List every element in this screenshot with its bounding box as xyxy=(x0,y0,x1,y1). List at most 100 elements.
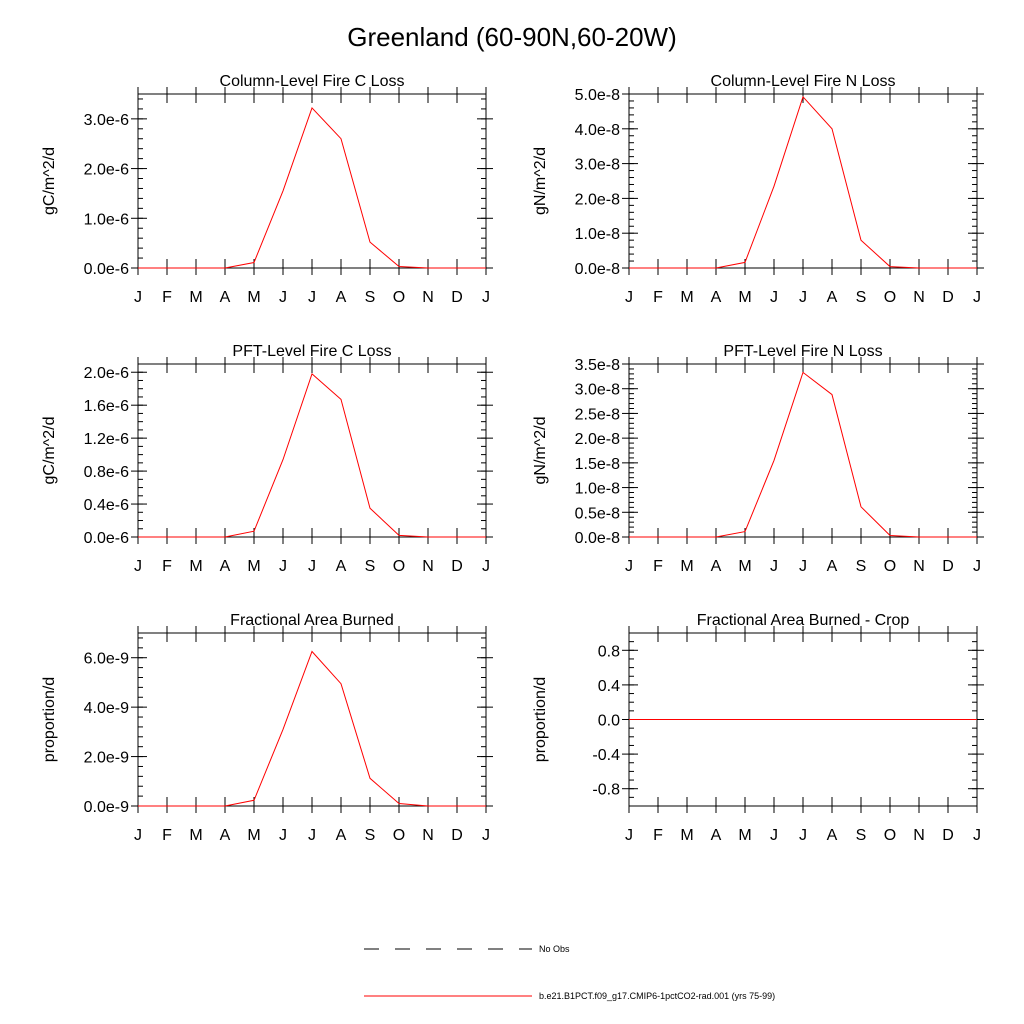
x-tick-label: A xyxy=(827,827,838,844)
plot-frame xyxy=(628,363,978,538)
x-tick-label: J xyxy=(973,289,981,306)
plot-frame xyxy=(137,632,487,807)
y-tick-label: 0.0 xyxy=(598,713,620,730)
x-tick-label: D xyxy=(942,827,954,844)
x-tick-label: M xyxy=(189,289,202,306)
x-tick-label: O xyxy=(884,558,896,575)
y-axis-label: proportion/d xyxy=(532,677,549,762)
panel-6 xyxy=(622,626,984,813)
y-tick-label: -0.8 xyxy=(592,782,620,799)
x-tick-label: F xyxy=(162,289,172,306)
x-tick-label: M xyxy=(189,827,202,844)
panel-title: Column-Level Fire C Loss xyxy=(220,73,405,90)
y-tick-label: 2.5e-8 xyxy=(575,406,620,423)
x-tick-label: N xyxy=(913,558,925,575)
x-tick-label: S xyxy=(365,558,376,575)
x-tick-label: D xyxy=(942,289,954,306)
y-tick-label: -0.4 xyxy=(592,747,620,764)
y-axis-label: gC/m^2/d xyxy=(41,147,58,215)
series-line xyxy=(629,371,977,538)
x-tick-label: F xyxy=(653,289,663,306)
x-tick-label: F xyxy=(653,558,663,575)
x-tick-label: A xyxy=(336,289,347,306)
y-tick-label: 0.8e-6 xyxy=(84,464,129,481)
y-tick-label: 2.0e-6 xyxy=(84,162,129,179)
series-line xyxy=(629,95,977,269)
x-tick-label: A xyxy=(711,289,722,306)
y-tick-label: 2.0e-8 xyxy=(575,191,620,208)
y-tick-label: 3.5e-8 xyxy=(575,357,620,374)
y-tick-label: 0.0e-8 xyxy=(575,261,620,278)
x-tick-label: O xyxy=(393,558,405,575)
x-tick-label: J xyxy=(134,827,142,844)
legend xyxy=(364,948,532,997)
x-tick-label: F xyxy=(653,827,663,844)
x-tick-label: J xyxy=(482,827,490,844)
legend-label-model: b.e21.B1PCT.f09_g17.CMIP6-1pctCO2-rad.00… xyxy=(539,991,775,1001)
x-tick-label: J xyxy=(799,558,807,575)
x-tick-label: D xyxy=(451,558,463,575)
y-tick-label: 0.4 xyxy=(598,678,620,695)
series-line xyxy=(138,373,486,538)
x-tick-label: N xyxy=(422,558,434,575)
x-tick-label: J xyxy=(308,289,316,306)
x-tick-label: J xyxy=(625,289,633,306)
y-tick-label: 2.0e-8 xyxy=(575,431,620,448)
x-tick-label: J xyxy=(625,827,633,844)
panel-2 xyxy=(622,87,984,275)
x-tick-label: J xyxy=(799,289,807,306)
y-tick-label: 0.4e-6 xyxy=(84,497,129,514)
x-tick-label: M xyxy=(189,558,202,575)
x-tick-label: J xyxy=(482,289,490,306)
y-axis-label: gC/m^2/d xyxy=(41,417,58,485)
y-tick-label: 0.5e-8 xyxy=(575,505,620,522)
y-tick-label: 0.0e-8 xyxy=(575,530,620,547)
panel-4 xyxy=(622,357,984,544)
y-tick-label: 1.0e-8 xyxy=(575,226,620,243)
y-tick-label: 1.0e-8 xyxy=(575,481,620,498)
x-tick-label: J xyxy=(279,558,287,575)
x-tick-label: J xyxy=(973,558,981,575)
x-tick-label: M xyxy=(680,558,693,575)
x-tick-label: M xyxy=(247,289,260,306)
x-tick-label: J xyxy=(625,558,633,575)
y-tick-label: 6.0e-9 xyxy=(84,651,129,668)
panel-title: Column-Level Fire N Loss xyxy=(711,73,896,90)
y-tick-label: 1.6e-6 xyxy=(84,398,129,415)
x-tick-label: O xyxy=(884,827,896,844)
y-tick-label: 0.8 xyxy=(598,643,620,660)
y-tick-label: 1.2e-6 xyxy=(84,431,129,448)
y-tick-label: 4.0e-8 xyxy=(575,122,620,139)
panel-5 xyxy=(131,626,493,813)
panel-3 xyxy=(131,357,493,544)
x-tick-label: O xyxy=(884,289,896,306)
panel-title: Fractional Area Burned - Crop xyxy=(697,612,910,629)
x-tick-label: N xyxy=(422,827,434,844)
x-tick-label: J xyxy=(973,827,981,844)
y-axis-label: proportion/d xyxy=(41,677,58,762)
x-tick-label: J xyxy=(134,558,142,575)
x-tick-label: A xyxy=(220,558,231,575)
y-axis-label: gN/m^2/d xyxy=(532,417,549,485)
x-tick-label: A xyxy=(827,558,838,575)
plot-frame xyxy=(628,93,978,269)
x-tick-label: N xyxy=(913,289,925,306)
plot-frame xyxy=(137,363,487,538)
x-tick-label: O xyxy=(393,289,405,306)
x-tick-label: J xyxy=(770,289,778,306)
x-tick-label: A xyxy=(711,558,722,575)
x-tick-label: A xyxy=(336,558,347,575)
y-tick-label: 1.0e-6 xyxy=(84,211,129,228)
x-tick-label: J xyxy=(799,827,807,844)
x-tick-label: J xyxy=(279,827,287,844)
y-tick-label: 3.0e-8 xyxy=(575,157,620,174)
panel-1 xyxy=(131,87,493,275)
x-tick-label: S xyxy=(856,289,867,306)
x-tick-label: S xyxy=(856,558,867,575)
x-tick-label: N xyxy=(913,827,925,844)
x-tick-label: M xyxy=(738,289,751,306)
x-tick-label: S xyxy=(365,289,376,306)
legend-label-no-obs: No Obs xyxy=(539,944,570,954)
x-tick-label: J xyxy=(308,558,316,575)
